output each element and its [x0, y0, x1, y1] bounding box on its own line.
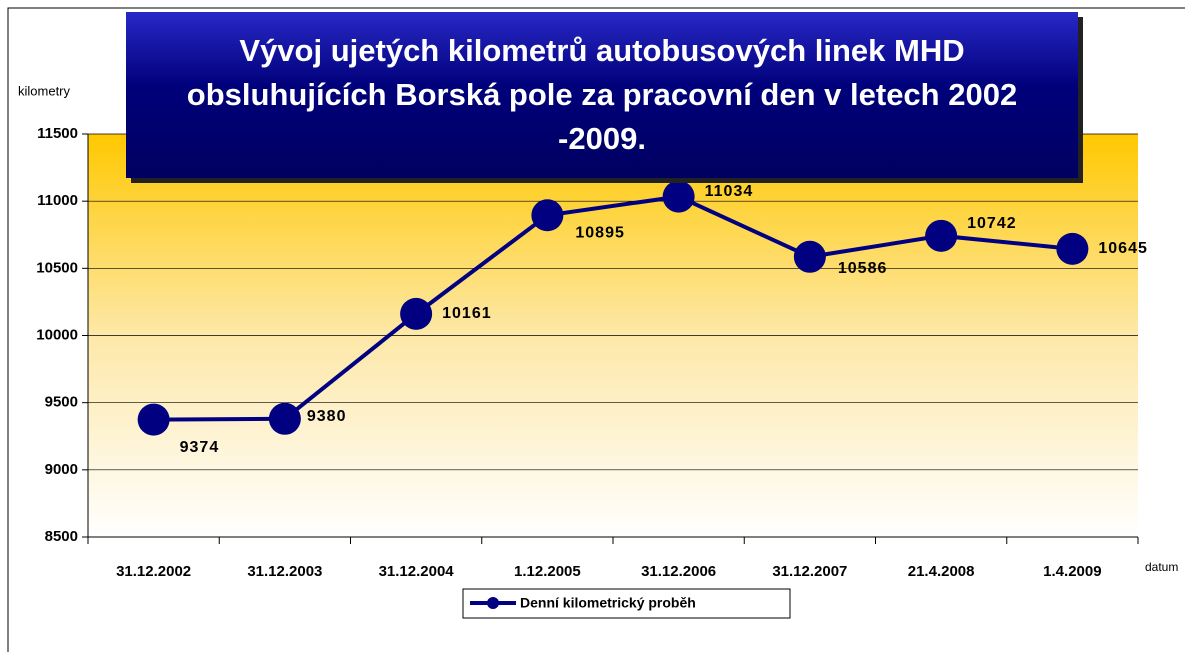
y-tick-label: 11500 — [37, 125, 78, 142]
point — [793, 240, 826, 273]
x-tick-label: 31.12.2006 — [641, 563, 716, 580]
y-tick-label: 8500 — [45, 528, 78, 545]
data-label: 10645 — [1098, 240, 1148, 257]
point — [925, 219, 958, 252]
point — [662, 180, 695, 213]
point — [1056, 232, 1089, 265]
legend — [462, 588, 791, 619]
x-tick-label: 21.4.2008 — [908, 563, 975, 580]
x-tick-label: 31.12.2007 — [772, 563, 847, 580]
y-tick-label: 10000 — [36, 326, 78, 343]
y-tick-label: 9000 — [45, 461, 78, 478]
y-tick-label: 11000 — [37, 192, 78, 209]
marks: 8500 9000 9500 10000 10500 11000 11500 31.12.20… — [36, 125, 1148, 580]
data-label: 10161 — [442, 305, 492, 322]
y-tick-label: 9500 — [45, 394, 78, 411]
point — [137, 403, 170, 436]
x-tick-label: 1.12.2005 — [514, 563, 581, 580]
data-label: 9380 — [307, 408, 347, 425]
x-tick-label: 31.12.2003 — [247, 563, 322, 580]
x-tick-label: 1.4.2009 — [1043, 563, 1101, 580]
legend-label: Denní kilometrický proběh — [520, 595, 696, 611]
data-label: 9374 — [180, 439, 220, 456]
data-label: 10895 — [575, 224, 625, 241]
data-label: 11034 — [705, 183, 754, 200]
legend-swatch-marker — [487, 597, 499, 609]
point — [531, 199, 564, 232]
point — [400, 297, 433, 330]
x-tick-label: 31.12.2002 — [116, 563, 191, 580]
x-axis-label: datum — [1145, 560, 1178, 574]
x-tick-label: 31.12.2004 — [379, 563, 455, 580]
data-label: 10586 — [838, 260, 888, 277]
y-axis-label: kilometry — [18, 83, 71, 98]
data-label: 10742 — [967, 215, 1017, 232]
y-tick-label: 10500 — [36, 259, 78, 276]
chart-title: Vývoj ujetých kilometrů autobusových lin… — [126, 12, 1078, 178]
point — [268, 402, 301, 435]
series-line — [153, 194, 1073, 422]
